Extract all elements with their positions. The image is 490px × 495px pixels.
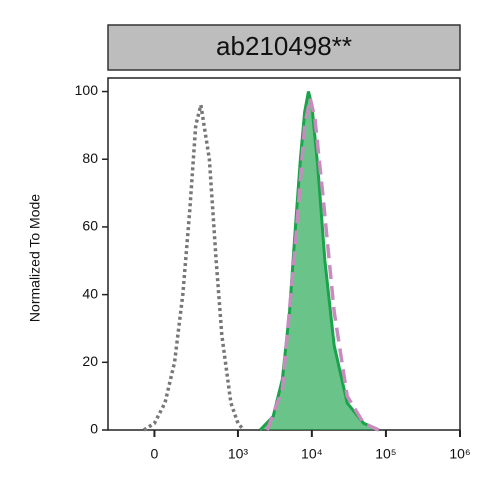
y-tick-label: 80 [82, 150, 98, 166]
y-tick-label: 20 [82, 353, 98, 369]
x-tick-label: 10⁴ [301, 446, 323, 462]
histogram-curve [142, 104, 246, 432]
x-tick-label: 0 [151, 446, 159, 462]
x-tick-label: 10⁵ [375, 446, 396, 462]
histogram-curve [259, 91, 380, 432]
y-tick-label: 40 [82, 285, 98, 301]
y-tick-label: 60 [82, 218, 98, 234]
title-box [107, 24, 461, 71]
chart-title: ab210498** [216, 31, 352, 61]
y-tick-label: 100 [75, 82, 99, 98]
x-tick-label: 10⁶ [449, 446, 470, 462]
y-axis-label: Normalized To Mode [27, 194, 43, 322]
y-tick-label: 0 [90, 421, 98, 437]
x-tick-label: 10³ [228, 446, 249, 462]
